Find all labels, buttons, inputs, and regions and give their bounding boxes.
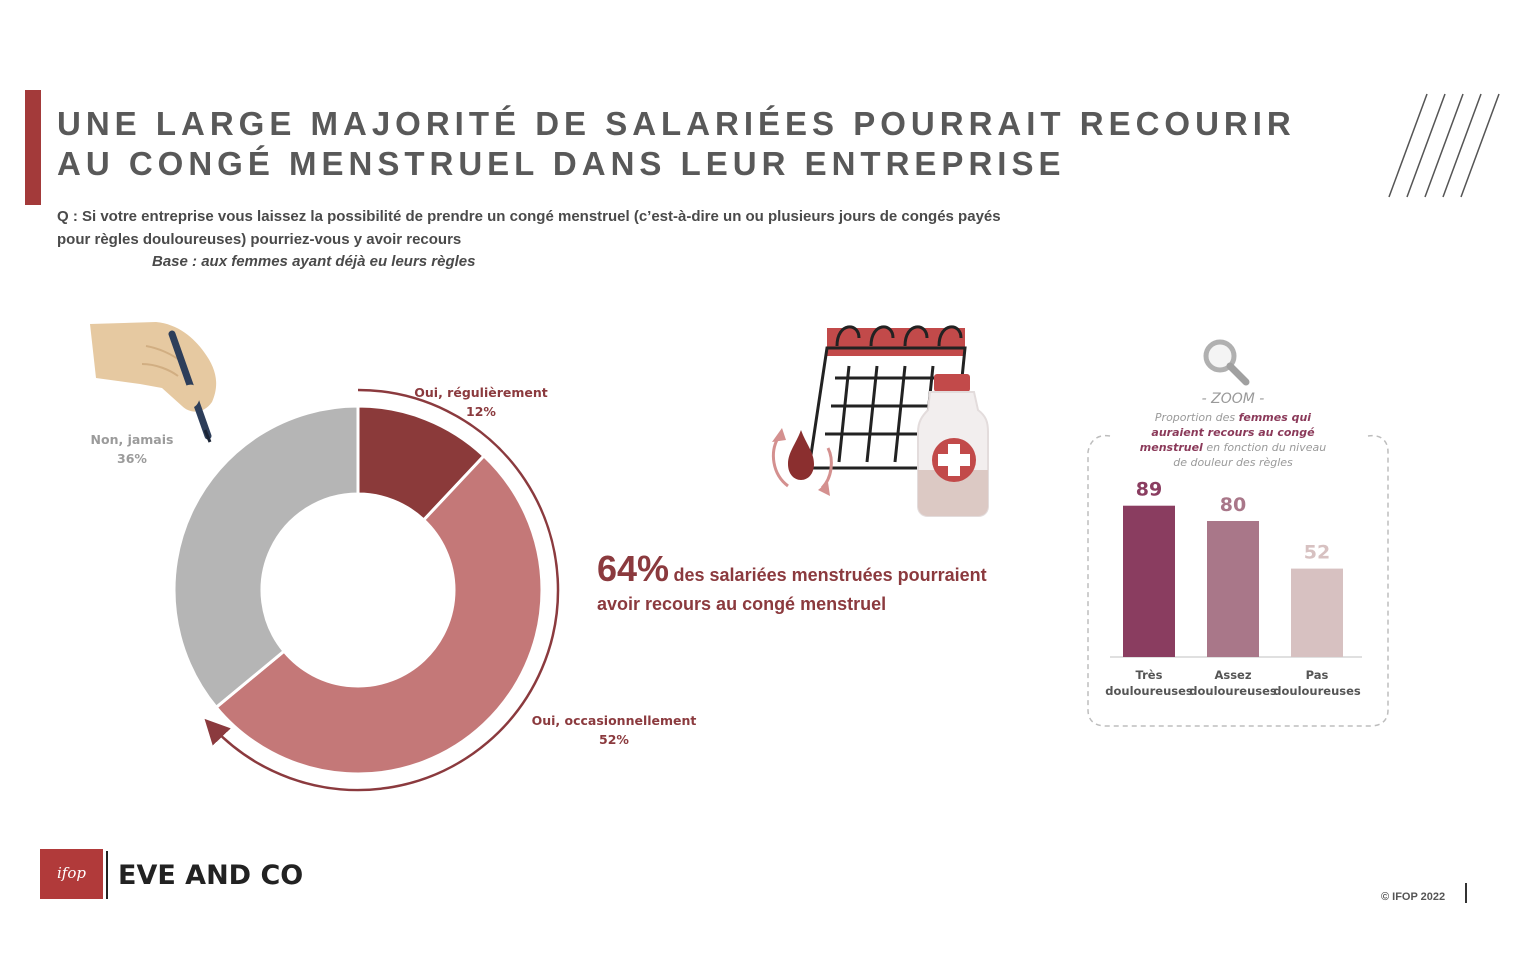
title-line-1: UNE LARGE MAJORITÉ DE SALARIÉES POURRAIT…: [57, 105, 1296, 142]
copyright-bar: [1465, 883, 1467, 903]
donut-slice-jamais: [172, 404, 360, 710]
headline-text-1: des salariées menstruées pourraient: [673, 565, 987, 585]
donut-label-regulierement: Oui, régulièrement: [414, 385, 547, 400]
bar-category-1-line-2: douloureuses: [1105, 684, 1193, 698]
bar-3: [1291, 568, 1343, 657]
headline-text-2: avoir recours au congé menstruel: [597, 594, 887, 614]
hatch-lines-decoration: [1388, 93, 1500, 198]
zoom-caption-line-3: menstruel en fonction du niveau: [1140, 441, 1326, 454]
bar-value-1: 89: [1136, 479, 1162, 501]
brand-separator: [106, 851, 108, 899]
donut-label-jamais: Non, jamais: [91, 432, 174, 447]
yes-total-arc-arrow: [204, 388, 560, 792]
survey-base: Base : aux femmes ayant déjà eu leurs rè…: [152, 253, 476, 270]
donut-value-jamais: 36%: [117, 451, 147, 466]
bar-category-2-line-1: Assez: [1214, 668, 1251, 682]
ifop-logo: [40, 849, 103, 899]
calendar-icon: [807, 325, 967, 470]
headline-stat: 64% des salariées menstruées pourraient …: [597, 548, 1057, 615]
donut-value-occasionnellement: 52%: [599, 732, 629, 747]
zoom-label: - ZOOM -: [1202, 391, 1265, 407]
bar-category-3-line-1: Pas: [1306, 668, 1329, 682]
title-line-2: AU CONGÉ MENSTRUEL DANS LEUR ENTREPRISE: [57, 145, 1066, 182]
brand-name: EVE AND CO: [118, 860, 304, 891]
blood-drop-icon: [771, 428, 833, 496]
zoom-caption-line-1: Proportion des femmes qui: [1155, 411, 1311, 424]
donut-chart: Oui, régulièrement 12% Oui, occasionnellem…: [91, 385, 697, 792]
donut-slice-occasionnellement: [214, 453, 544, 776]
copyright: © IFOP 2022: [1381, 891, 1446, 903]
donut-value-regulierement: 12%: [466, 404, 496, 419]
hand-pen-icon: [90, 322, 217, 443]
bar-category-3-line-2: douloureuses: [1273, 684, 1361, 698]
title-accent-bar: [25, 90, 41, 205]
bar-category-2-line-2: douloureuses: [1189, 684, 1277, 698]
medicine-bottle-icon: [917, 374, 989, 517]
donut-label-occasionnellement: Oui, occasionnellement: [532, 713, 697, 728]
bar-2: [1207, 521, 1259, 657]
page-title: UNE LARGE MAJORITÉ DE SALARIÉES POURRAIT…: [57, 104, 1296, 184]
headline-percent: 64%: [597, 548, 670, 589]
zoom-caption-line-2: auraient recours au congé: [1151, 426, 1315, 439]
question-line-2: pour règles douloureuses) pourriez-vous …: [57, 231, 462, 248]
question-line-1: Q : Si votre entreprise vous laissez la …: [57, 208, 1001, 225]
zoom-caption-line-4: de douleur des règles: [1173, 456, 1293, 469]
zoom-panel: - ZOOM - Proportion des femmes qui aurai…: [1087, 391, 1389, 727]
ifop-logo-text: ifop: [57, 864, 86, 882]
bar-category-1-line-1: Très: [1136, 668, 1163, 682]
bar-value-3: 52: [1304, 542, 1330, 564]
bar-1: [1123, 505, 1175, 657]
magnifier-icon: [1203, 339, 1250, 386]
survey-question: Q : Si votre entreprise vous laissez la …: [57, 205, 1177, 251]
bar-value-2: 80: [1220, 494, 1246, 516]
